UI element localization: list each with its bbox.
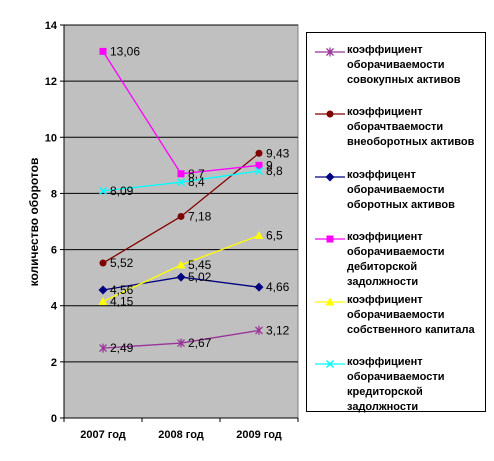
data-label: 8,09	[110, 184, 134, 198]
legend-label: коэффициент оборачиваемости совокупных а…	[347, 44, 461, 86]
legend-symbol	[315, 47, 345, 57]
data-label: 5,45	[188, 258, 212, 272]
data-label: 4,66	[266, 280, 290, 294]
data-label: 8,7	[188, 167, 205, 181]
data-point	[98, 186, 108, 195]
legend-symbol	[315, 110, 345, 118]
data-point	[177, 170, 185, 178]
data-point	[98, 297, 108, 306]
y-tick-label: 4	[51, 301, 58, 313]
legend-label: коэффициент оборачтваемости внеоборотных…	[347, 106, 475, 148]
data-point	[254, 166, 264, 176]
data-point	[99, 47, 107, 55]
y-tick-label: 0	[51, 413, 57, 425]
data-point	[255, 325, 263, 335]
legend-label: коэффицент оборачиваемости оборотных акт…	[347, 169, 455, 211]
data-label: 8,8	[266, 164, 283, 178]
x-tick-label: 2009 год	[236, 429, 282, 441]
chart-legend: коэффициент оборачиваемости совокупных а…	[306, 32, 486, 413]
data-point	[255, 149, 263, 157]
legend-marker	[326, 110, 334, 118]
data-point	[99, 343, 107, 353]
data-label: 6,5	[266, 229, 283, 243]
x-tick-label: 2008 год	[158, 429, 204, 441]
y-tick-label: 12	[45, 76, 57, 88]
x-tick-label: 2007 год	[80, 429, 126, 441]
legend-label: коэффициент оборачиваемости дебиторской …	[347, 231, 445, 288]
data-label: 2,49	[110, 341, 134, 355]
y-tick-label: 14	[45, 20, 58, 32]
y-tick-label: 2	[51, 357, 57, 369]
y-axis-label: количество оборотов	[27, 158, 41, 287]
legend-label: коэффициент оборачиваемости собственного…	[347, 294, 475, 336]
data-point	[98, 285, 108, 295]
legend-symbol	[315, 172, 345, 182]
data-label: 3,12	[266, 323, 290, 337]
y-tick-label: 10	[45, 132, 57, 144]
data-label: 2,67	[188, 336, 212, 350]
legend-marker	[326, 47, 334, 57]
data-point	[177, 338, 185, 348]
data-point	[177, 212, 185, 220]
data-point	[254, 231, 264, 240]
data-point	[254, 282, 264, 292]
data-point	[176, 260, 186, 269]
data-point	[176, 178, 186, 187]
data-point	[176, 272, 186, 282]
data-label: 8,4	[188, 175, 205, 189]
data-label: 5,02	[188, 270, 212, 284]
data-label: 9,43	[266, 146, 290, 160]
legend-marker	[325, 359, 335, 369]
data-point	[255, 161, 263, 169]
legend-marker	[326, 235, 334, 243]
data-point	[99, 259, 107, 267]
legend-symbol	[315, 297, 345, 306]
legend-symbol	[315, 359, 345, 369]
legend-label: коэффициент оборачиваемости кредиторской…	[347, 356, 445, 413]
y-tick-label: 8	[51, 188, 57, 200]
legend-symbol	[315, 235, 345, 243]
legend-marker	[325, 172, 335, 182]
data-label: 5,52	[110, 256, 134, 270]
y-tick-label: 6	[51, 245, 57, 257]
data-label: 4,15	[110, 295, 134, 309]
data-label: 7,18	[188, 209, 212, 223]
data-label: 9	[266, 158, 273, 172]
data-label: 4,56	[110, 283, 134, 297]
legend-marker	[325, 297, 335, 306]
data-label: 13,06	[110, 44, 140, 58]
plot-area	[63, 24, 299, 419]
